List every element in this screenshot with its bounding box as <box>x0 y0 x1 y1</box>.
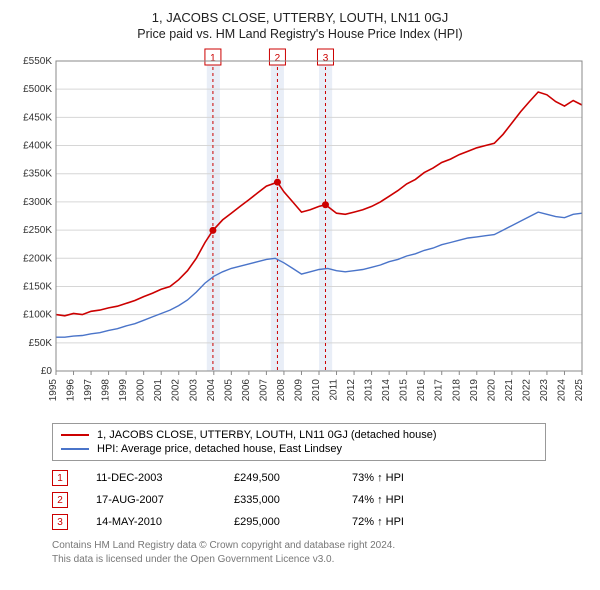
svg-text:1998: 1998 <box>101 379 112 402</box>
sale-pct: 74% ↑ HPI <box>352 494 452 506</box>
svg-text:£550K: £550K <box>23 56 52 67</box>
svg-text:2011: 2011 <box>329 379 340 401</box>
svg-text:2013: 2013 <box>364 379 375 402</box>
svg-text:2016: 2016 <box>416 379 427 402</box>
svg-text:1997: 1997 <box>83 379 94 402</box>
svg-text:£200K: £200K <box>23 253 52 264</box>
svg-text:2005: 2005 <box>223 379 234 402</box>
svg-text:£100K: £100K <box>23 310 52 321</box>
svg-text:£500K: £500K <box>23 84 52 95</box>
svg-text:1995: 1995 <box>48 379 59 402</box>
svg-text:2: 2 <box>275 53 281 64</box>
footnote: Contains HM Land Registry data © Crown c… <box>52 539 546 566</box>
svg-text:2018: 2018 <box>451 379 462 402</box>
legend-item: 1, JACOBS CLOSE, UTTERBY, LOUTH, LN11 0G… <box>61 428 537 442</box>
sale-price: £295,000 <box>234 516 324 528</box>
svg-text:1999: 1999 <box>118 379 129 402</box>
sale-badge: 3 <box>52 514 68 530</box>
svg-text:1: 1 <box>210 53 216 64</box>
svg-text:2024: 2024 <box>556 379 567 402</box>
svg-text:£400K: £400K <box>23 141 52 152</box>
svg-text:£300K: £300K <box>23 197 52 208</box>
svg-text:2007: 2007 <box>258 379 269 402</box>
sale-price: £335,000 <box>234 494 324 506</box>
svg-text:2017: 2017 <box>434 379 445 402</box>
svg-text:3: 3 <box>323 53 329 64</box>
sale-price: £249,500 <box>234 472 324 484</box>
sale-date: 11-DEC-2003 <box>96 472 206 484</box>
title-line2: Price paid vs. HM Land Registry's House … <box>10 27 590 41</box>
footnote-line: This data is licensed under the Open Gov… <box>52 553 546 567</box>
chart: £0 £50K £100K £150K £200K £250K £300K £350K £400… <box>10 47 590 417</box>
legend-item: HPI: Average price, detached house, East… <box>61 442 537 456</box>
svg-text:2025: 2025 <box>574 379 585 402</box>
svg-text:2021: 2021 <box>504 379 515 402</box>
svg-text:2002: 2002 <box>171 379 182 402</box>
legend-label: 1, JACOBS CLOSE, UTTERBY, LOUTH, LN11 0G… <box>97 429 437 441</box>
svg-text:2015: 2015 <box>399 379 410 402</box>
sale-date: 14-MAY-2010 <box>96 516 206 528</box>
svg-text:2023: 2023 <box>539 379 550 402</box>
sales-table: 1 11-DEC-2003 £249,500 73% ↑ HPI 2 17-AU… <box>52 467 546 533</box>
svg-text:2006: 2006 <box>241 379 252 402</box>
footnote-line: Contains HM Land Registry data © Crown c… <box>52 539 546 553</box>
svg-text:£50K: £50K <box>29 338 53 349</box>
sale-badge: 2 <box>52 492 68 508</box>
chart-svg: £0 £50K £100K £150K £200K £250K £300K £350K £400… <box>10 47 590 417</box>
legend-label: HPI: Average price, detached house, East… <box>97 443 342 455</box>
svg-text:2020: 2020 <box>486 379 497 402</box>
legend: 1, JACOBS CLOSE, UTTERBY, LOUTH, LN11 0G… <box>52 423 546 461</box>
svg-text:2004: 2004 <box>206 379 217 402</box>
svg-text:2008: 2008 <box>276 379 287 402</box>
sale-date: 17-AUG-2007 <box>96 494 206 506</box>
svg-text:2012: 2012 <box>346 379 357 402</box>
svg-text:2001: 2001 <box>153 379 164 402</box>
svg-text:2009: 2009 <box>293 379 304 402</box>
sale-row: 2 17-AUG-2007 £335,000 74% ↑ HPI <box>52 489 546 511</box>
sale-pct: 73% ↑ HPI <box>352 472 452 484</box>
title-line1: 1, JACOBS CLOSE, UTTERBY, LOUTH, LN11 0G… <box>10 10 590 25</box>
svg-text:2003: 2003 <box>188 379 199 402</box>
svg-text:£0: £0 <box>41 366 53 377</box>
svg-text:£350K: £350K <box>23 169 52 180</box>
legend-swatch <box>61 448 89 450</box>
svg-text:1996: 1996 <box>66 379 77 402</box>
svg-text:2019: 2019 <box>469 379 480 402</box>
svg-text:£150K: £150K <box>23 281 52 292</box>
svg-text:2022: 2022 <box>521 379 532 402</box>
sale-row: 1 11-DEC-2003 £249,500 73% ↑ HPI <box>52 467 546 489</box>
svg-text:2000: 2000 <box>136 379 147 402</box>
sale-badge: 1 <box>52 470 68 486</box>
sale-pct: 72% ↑ HPI <box>352 516 452 528</box>
svg-text:2014: 2014 <box>381 379 392 402</box>
svg-text:£250K: £250K <box>23 225 52 236</box>
svg-text:£450K: £450K <box>23 112 52 123</box>
legend-swatch <box>61 434 89 436</box>
svg-text:2010: 2010 <box>311 379 322 402</box>
sale-row: 3 14-MAY-2010 £295,000 72% ↑ HPI <box>52 511 546 533</box>
chart-container: 1, JACOBS CLOSE, UTTERBY, LOUTH, LN11 0G… <box>0 0 600 576</box>
